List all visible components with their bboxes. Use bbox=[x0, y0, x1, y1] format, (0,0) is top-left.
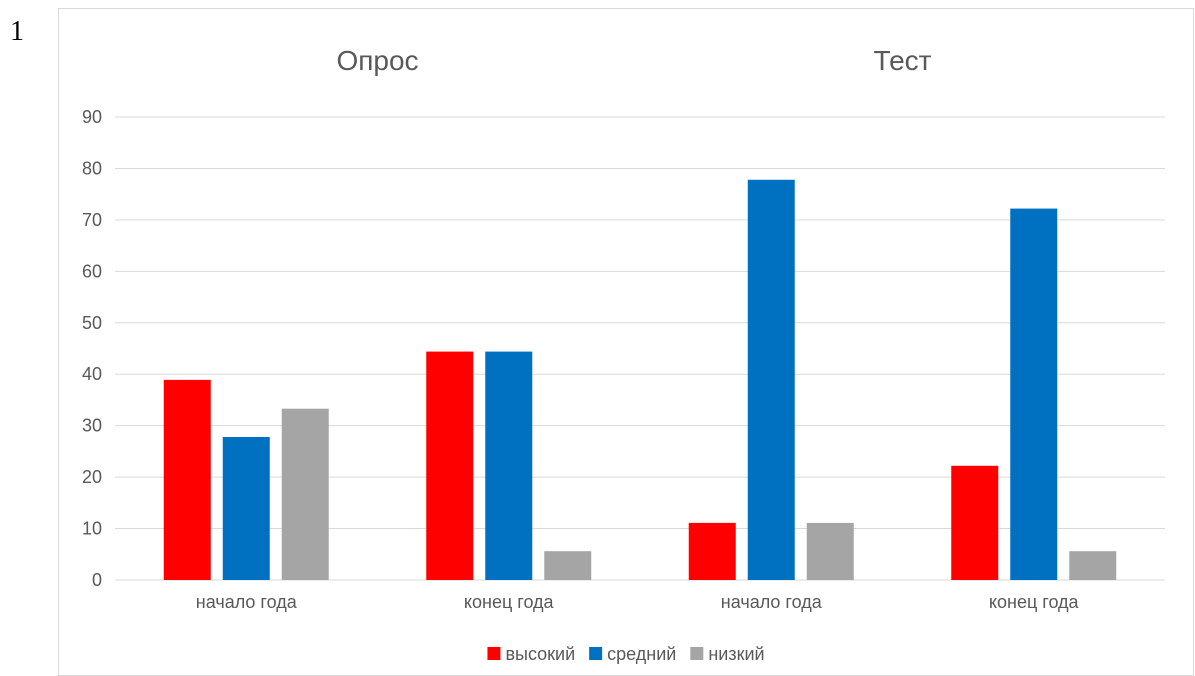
category-label: начало года bbox=[196, 592, 298, 612]
legend-label: высокий bbox=[505, 644, 575, 664]
bar-средний-1 bbox=[485, 351, 533, 580]
category-label: конец года bbox=[464, 592, 555, 612]
legend-label: средний bbox=[607, 644, 676, 664]
bar-средний-0 bbox=[222, 436, 270, 580]
y-axis-ticks: 0 10 20 30 40 50 60 70 80 90 bbox=[82, 107, 102, 590]
legend-swatch bbox=[487, 647, 501, 660]
y-tick-label: 60 bbox=[82, 261, 102, 281]
y-tick-label: 90 bbox=[82, 107, 102, 127]
y-tick-label: 10 bbox=[82, 519, 102, 539]
legend-swatch bbox=[690, 647, 704, 660]
legend-item-высокий: высокий bbox=[487, 644, 575, 664]
group-title: Тест bbox=[874, 45, 932, 76]
bar-высокий-3 bbox=[951, 465, 999, 580]
bar-высокий-1 bbox=[426, 351, 474, 580]
legend: высокий средний низкий bbox=[487, 644, 765, 664]
page-number: 1 bbox=[10, 16, 24, 47]
category-labels: начало года конец года начало года конец го… bbox=[196, 592, 1080, 612]
y-tick-label: 70 bbox=[82, 210, 102, 230]
bar-высокий-2 bbox=[688, 522, 736, 580]
bar-низкий-3 bbox=[1069, 551, 1117, 580]
legend-label: низкий bbox=[708, 644, 764, 664]
y-tick-label: 0 bbox=[92, 570, 102, 590]
bar-средний-2 bbox=[747, 179, 795, 581]
group-title: Опрос bbox=[336, 45, 418, 76]
legend-swatch bbox=[589, 647, 603, 660]
y-tick-label: 80 bbox=[82, 158, 102, 178]
y-tick-label: 40 bbox=[82, 364, 102, 384]
bars bbox=[163, 179, 1117, 581]
category-label: начало года bbox=[721, 592, 823, 612]
bar-низкий-1 bbox=[544, 551, 592, 580]
y-tick-label: 20 bbox=[82, 467, 102, 487]
y-tick-label: 30 bbox=[82, 416, 102, 436]
legend-item-средний: средний bbox=[589, 644, 676, 664]
bar-средний-3 bbox=[1010, 208, 1058, 580]
legend-item-низкий: низкий bbox=[690, 644, 765, 664]
category-label: конец года bbox=[989, 592, 1080, 612]
gridlines bbox=[115, 116, 1165, 581]
bar-низкий-2 bbox=[806, 522, 854, 580]
bar-высокий-0 bbox=[163, 379, 211, 580]
bar-низкий-0 bbox=[281, 408, 329, 580]
group-titles: Опрос Тест bbox=[336, 45, 931, 76]
y-tick-label: 50 bbox=[82, 313, 102, 333]
